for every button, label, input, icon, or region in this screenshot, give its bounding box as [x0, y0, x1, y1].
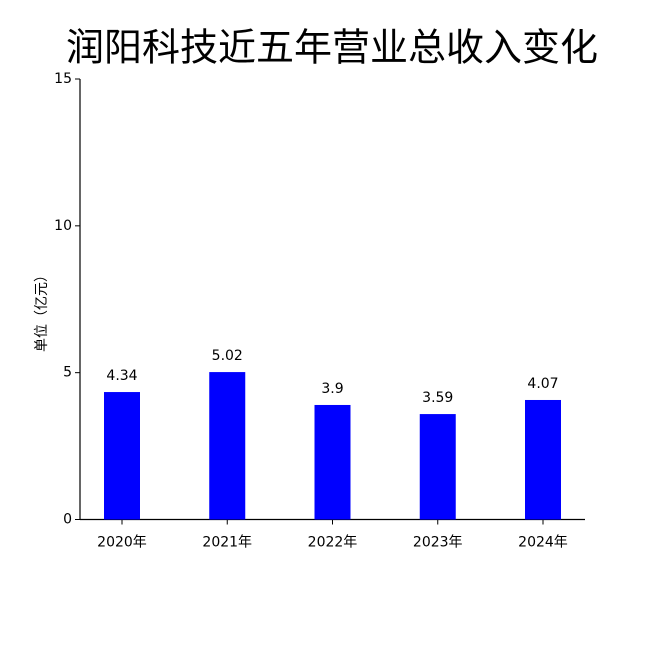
x-tick-label: 2022年: [308, 535, 358, 551]
x-tick-label: 2021年: [202, 535, 252, 551]
y-axis-label: 单位（亿元）: [34, 268, 50, 352]
data-label: 4.34: [106, 368, 137, 384]
bar: [314, 404, 351, 520]
bar: [104, 392, 140, 520]
bar: [209, 372, 246, 520]
y-tick-label: 10: [54, 218, 72, 234]
data-label: 3.9: [321, 381, 343, 397]
y-tick-label: 15: [54, 71, 72, 87]
chart-title: 润阳科技近五年营业总收入变化: [66, 26, 598, 70]
x-tick-label: 2020年: [97, 535, 147, 551]
x-tick-label: 2023年: [413, 535, 463, 551]
y-tick-label: 0: [63, 512, 72, 528]
data-label: 4.07: [527, 376, 558, 392]
data-label: 5.02: [212, 348, 243, 364]
data-label: 3.59: [422, 390, 453, 406]
bar: [525, 399, 561, 520]
x-tick-label: 2024年: [518, 535, 568, 551]
bar: [419, 414, 456, 520]
y-tick-label: 5: [63, 365, 72, 381]
